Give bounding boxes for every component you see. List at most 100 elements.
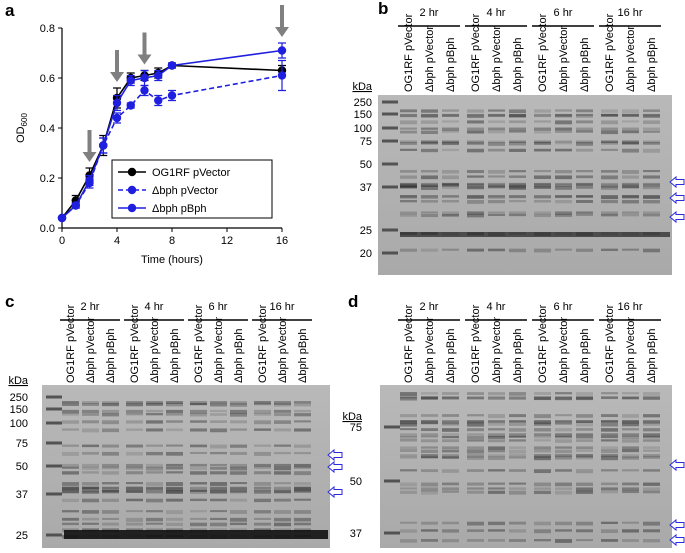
gel-band xyxy=(601,183,618,187)
gel-band xyxy=(467,420,484,424)
gel-band xyxy=(555,170,572,174)
gel-band xyxy=(294,451,311,455)
gel-band xyxy=(509,183,526,188)
gel-band xyxy=(509,396,526,400)
gel-band xyxy=(576,454,593,458)
gel-band xyxy=(126,489,143,493)
marker-label: 100 xyxy=(10,418,28,430)
gel-band xyxy=(190,444,207,448)
gel-band xyxy=(400,396,417,399)
gel-band xyxy=(488,396,505,399)
gel-band xyxy=(467,148,484,153)
gel-band xyxy=(62,498,79,503)
gel-band xyxy=(230,428,247,431)
gel-band xyxy=(166,409,183,414)
gel-band xyxy=(102,451,119,456)
gel-band xyxy=(400,433,417,438)
gel-band xyxy=(622,454,639,459)
gel-band xyxy=(442,414,459,417)
gel-band xyxy=(62,451,79,456)
gel-band xyxy=(622,490,639,494)
gel-band xyxy=(254,420,271,425)
series-line xyxy=(61,49,283,219)
gel-band xyxy=(442,141,459,146)
marker-label: 250 xyxy=(10,392,28,404)
gel-band xyxy=(421,114,438,118)
gel-band xyxy=(102,490,119,494)
gel-band xyxy=(601,428,618,432)
gel-band xyxy=(643,428,660,432)
gel-band xyxy=(467,439,484,442)
gel-band xyxy=(534,175,551,179)
gel-band xyxy=(421,130,438,135)
group-label: 16 hr xyxy=(269,301,294,313)
gel-band xyxy=(555,127,572,131)
gel-band xyxy=(601,200,618,204)
gel-band xyxy=(467,414,484,417)
gel-band xyxy=(509,487,526,490)
gel-band xyxy=(576,182,593,186)
gel-band xyxy=(254,510,271,514)
gel-band xyxy=(643,211,660,215)
gel-band xyxy=(576,433,593,437)
gel-band xyxy=(488,127,505,131)
gel-band xyxy=(534,414,551,419)
data-point xyxy=(126,101,135,110)
gel-band xyxy=(82,428,99,433)
gel-band xyxy=(230,402,247,407)
gel-band xyxy=(102,420,119,425)
gel-band xyxy=(534,456,551,461)
gel-band xyxy=(622,109,639,114)
gel-band xyxy=(442,521,459,525)
gel-band xyxy=(102,471,119,475)
marker-label: 75 xyxy=(16,438,28,450)
legend-marker xyxy=(127,185,137,195)
gel-band xyxy=(534,211,551,215)
gel-band xyxy=(622,428,639,431)
group-label: 2 hr xyxy=(420,7,439,19)
gel-band xyxy=(467,114,484,119)
gel-band xyxy=(230,510,247,514)
legend-label: Δbph pBph xyxy=(152,203,206,215)
gel-band xyxy=(442,456,459,459)
gel-band xyxy=(254,489,271,494)
gel-band xyxy=(488,487,505,490)
gel-band xyxy=(82,420,99,424)
gel-band xyxy=(62,444,79,447)
gel-band xyxy=(622,396,639,400)
gel-band xyxy=(488,211,505,214)
gel-band xyxy=(622,127,639,131)
gel-band xyxy=(400,490,417,494)
marker-label: 50 xyxy=(16,461,28,473)
lane-label: Δbph pVector xyxy=(277,317,289,383)
gel-band xyxy=(576,490,593,494)
gel-band xyxy=(210,510,227,513)
marker-label: 25 xyxy=(16,530,28,542)
gel-band xyxy=(421,141,438,145)
gel-band xyxy=(274,528,291,532)
gel-band xyxy=(82,444,99,448)
panel-label: c xyxy=(5,292,14,311)
gel-band xyxy=(230,463,247,468)
gel-band xyxy=(643,521,660,526)
gel-band xyxy=(488,428,505,431)
gel-band xyxy=(488,446,505,450)
gel-band xyxy=(210,420,227,423)
gel-band xyxy=(488,141,505,146)
gel-band xyxy=(294,471,311,476)
gel-band xyxy=(190,510,207,513)
gel-band xyxy=(254,401,271,405)
gel-band xyxy=(555,120,572,125)
gel-band xyxy=(190,428,207,432)
gel-band xyxy=(274,482,291,485)
gel-band xyxy=(555,200,572,204)
lane-label: Δbph pVector xyxy=(491,26,503,92)
gel-band xyxy=(294,517,311,522)
gel-band xyxy=(509,184,526,189)
gel-band xyxy=(166,413,183,416)
lane-label: Δbph pBph xyxy=(297,329,309,383)
gel-band xyxy=(421,120,438,124)
gel-band xyxy=(190,487,207,491)
gel-band xyxy=(62,489,79,494)
gel-band xyxy=(534,148,551,152)
